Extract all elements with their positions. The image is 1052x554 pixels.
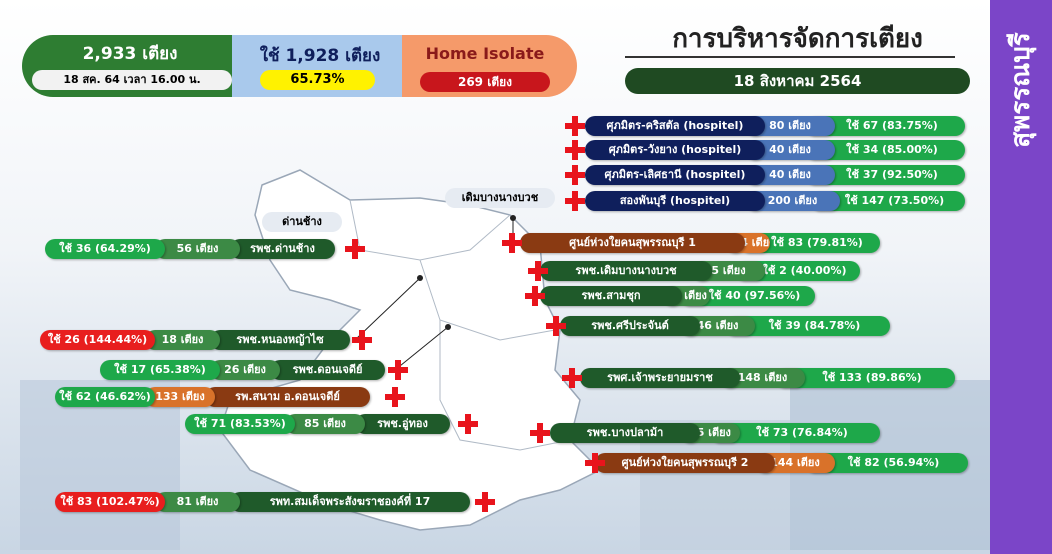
hospital-icon bbox=[458, 414, 478, 434]
beds-box: 200 เตียง bbox=[745, 191, 840, 211]
beds-box: 144 เตียง bbox=[755, 453, 835, 473]
title: การบริหารจัดการเตียง bbox=[672, 24, 923, 54]
used-box: ใช้ 36 (64.29%) bbox=[45, 239, 165, 259]
as-of: 18 สค. 64 เวลา 16.00 น. bbox=[32, 70, 232, 90]
hospital-icon bbox=[565, 116, 585, 136]
map bbox=[219, 169, 602, 531]
beds-box: 80 เตียง bbox=[745, 116, 835, 136]
name-box: รพ.สนาม อ.ดอนเจดีย์ bbox=[205, 387, 370, 407]
name-box: ศูนย์ห่วงใยคนสุพรรณบุรี 2 bbox=[595, 453, 775, 473]
name-box: รพช.ดอนเจดีย์ bbox=[270, 360, 385, 380]
name-box: ศุภมิตร-เลิศธานี (hospitel) bbox=[585, 165, 765, 185]
hospital-icon bbox=[345, 239, 365, 259]
used-box: ใช้ 39 (84.78%) bbox=[725, 316, 890, 336]
date: 18 สิงหาคม 2564 bbox=[625, 68, 970, 94]
used-box: ใช้ 147 (73.50%) bbox=[810, 191, 965, 211]
hospital-icon bbox=[525, 286, 545, 306]
hospital-icon bbox=[385, 387, 405, 407]
name-box: ศุภมิตร-วังยาง (hospitel) bbox=[585, 140, 765, 160]
hospital-icon bbox=[565, 165, 585, 185]
home-isolate-beds: 269 เตียง bbox=[420, 72, 550, 92]
name-box: รพท.สมเด็จพระสังฆราชองค์ที่ 17 bbox=[230, 492, 470, 512]
hospital-icon bbox=[388, 360, 408, 380]
hospital-icon bbox=[528, 261, 548, 281]
hospital-icon bbox=[585, 453, 605, 473]
used-box: ใช้ 133 (89.86%) bbox=[775, 368, 955, 388]
home-isolate: Home Isolate bbox=[425, 44, 545, 63]
used-box: ใช้ 40 (97.56%) bbox=[680, 286, 815, 306]
hospital-icon bbox=[565, 140, 585, 160]
name-box: รพช.ด่านช้าง bbox=[230, 239, 335, 259]
used-box: ใช้ 17 (65.38%) bbox=[100, 360, 220, 380]
used-box: ใช้ 62 (46.62%) bbox=[55, 387, 155, 407]
used-box: ใช้ 83 (79.81%) bbox=[740, 233, 880, 253]
beds-box: 40 เตียง bbox=[745, 165, 835, 185]
hospital-icon bbox=[565, 191, 585, 211]
name-box: รพช.ศรีประจันต์ bbox=[560, 316, 700, 336]
name-box: รพศ.เจ้าพระยายมราช bbox=[580, 368, 740, 388]
used-beds: ใช้ 1,928 เตียง bbox=[259, 46, 381, 66]
name-box: สองพันบุรี (hospitel) bbox=[585, 191, 765, 211]
beds-box: 81 เตียง bbox=[155, 492, 240, 512]
hospital-icon bbox=[352, 330, 372, 350]
beds-box: 148 เตียง bbox=[720, 368, 805, 388]
beds-box: 56 เตียง bbox=[155, 239, 240, 259]
name-box: รพช.บางปลาม้า bbox=[550, 423, 700, 443]
map-label: เดิมบางนางบวช bbox=[445, 188, 555, 208]
name-box: ศุภมิตร-คริสตัล (hospitel) bbox=[585, 116, 765, 136]
used-box: ใช้ 67 (83.75%) bbox=[805, 116, 965, 136]
hospital-icon bbox=[546, 316, 566, 336]
map-label: ด่านช้าง bbox=[262, 212, 342, 232]
hospital-icon bbox=[562, 368, 582, 388]
name-box: รพช.หนองหญ้าไซ bbox=[210, 330, 350, 350]
used-box: ใช้ 37 (92.50%) bbox=[805, 165, 965, 185]
name-box: รพช.เดิมบางนางบวช bbox=[540, 261, 712, 281]
used-box: ใช้ 34 (85.00%) bbox=[805, 140, 965, 160]
beds-box: 85 เตียง bbox=[285, 414, 365, 434]
used-box: ใช้ 26 (144.44%) bbox=[40, 330, 155, 350]
used-pct: 65.73% bbox=[260, 70, 375, 90]
hospital-icon bbox=[475, 492, 495, 512]
beds-box: 133 เตียง bbox=[145, 387, 215, 407]
used-box: ใช้ 71 (83.53%) bbox=[185, 414, 295, 434]
beds-box: 18 เตียง bbox=[145, 330, 220, 350]
used-box: ใช้ 73 (76.84%) bbox=[710, 423, 880, 443]
name-box: รพช.อู่ทอง bbox=[355, 414, 450, 434]
beds-box: 40 เตียง bbox=[745, 140, 835, 160]
total-beds: 2,933 เตียง bbox=[82, 44, 178, 64]
used-box: ใช้ 82 (56.94%) bbox=[805, 453, 968, 473]
hospital-icon bbox=[502, 233, 522, 253]
side-band bbox=[990, 0, 1052, 554]
title-rule bbox=[625, 56, 955, 58]
used-box: ใช้ 83 (102.47%) bbox=[55, 492, 165, 512]
hospital-icon bbox=[530, 423, 550, 443]
used-box: ใช้ 2 (40.00%) bbox=[735, 261, 860, 281]
province: สุพรรณบุรี bbox=[1006, 32, 1036, 148]
beds-box: 26 เตียง bbox=[210, 360, 280, 380]
name-box: รพช.สามชุก bbox=[540, 286, 682, 306]
name-box: ศูนย์ห่วงใยคนสุพรรณบุรี 1 bbox=[520, 233, 745, 253]
